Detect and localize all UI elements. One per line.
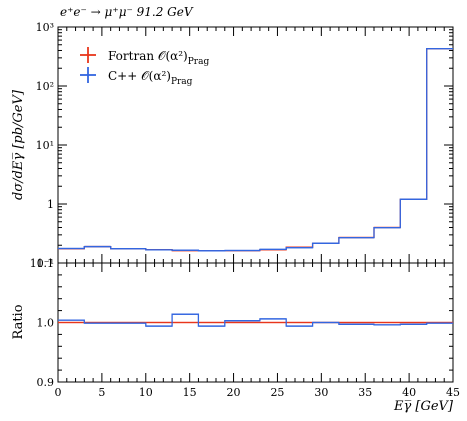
main-axis-ticks: 10⁻¹ 1 10¹ 10² 10³ xyxy=(30,21,454,270)
x-tick-label: 20 xyxy=(227,386,241,399)
main-y-tick-label: 10⁻¹ xyxy=(30,257,54,270)
x-tick-label: 15 xyxy=(183,386,197,399)
main-y-tick-label: 10² xyxy=(36,80,54,93)
legend-entry-cpp: C++ 𝒪(α²)Prag xyxy=(80,67,193,87)
legend-label-fortran: Fortran 𝒪(α²)Prag xyxy=(108,49,209,67)
main-y-tick-label: 1 xyxy=(47,198,54,211)
main-y-tick-label: 10³ xyxy=(36,21,54,34)
x-tick-label: 35 xyxy=(358,386,372,399)
legend-label-fortran-sub: Prag xyxy=(188,57,210,67)
x-tick-label: 10 xyxy=(139,386,153,399)
main-y-axis-label: dσ/dEγ̅ [pb/GeV] xyxy=(11,89,26,200)
ratio-axis-ticks: 0 5 10 15 20 25 30 35 40 45 0.9 1.0 1.1 xyxy=(37,257,461,399)
ratio-y-tick-label: 1.0 xyxy=(37,317,55,330)
main-series-group xyxy=(58,47,453,252)
x-tick-label: 40 xyxy=(402,386,416,399)
ratio-y-axis-label: Ratio xyxy=(11,304,26,339)
legend-label-cpp-sub: Prag xyxy=(171,77,193,87)
legend-entry-fortran: Fortran 𝒪(α²)Prag xyxy=(80,47,209,67)
legend-label-cpp: C++ 𝒪(α²)Prag xyxy=(108,69,193,87)
x-tick-label: 5 xyxy=(98,386,105,399)
main-cpp-series xyxy=(58,47,453,252)
ratio-y-tick-label: 0.9 xyxy=(37,376,55,389)
x-tick-label: 45 xyxy=(446,386,460,399)
chart-title: e⁺e⁻ → μ⁺μ⁻ 91.2 GeV xyxy=(60,5,194,19)
ratio-y-tick-label: 1.1 xyxy=(37,257,55,270)
x-axis-label: Eγ̅ [GeV] xyxy=(393,399,454,414)
legend: Fortran 𝒪(α²)Prag C++ 𝒪(α²)Prag xyxy=(80,47,209,87)
x-tick-label: 30 xyxy=(314,386,328,399)
main-y-tick-label: 10¹ xyxy=(36,139,54,152)
x-tick-label: 0 xyxy=(55,386,62,399)
ratio-cpp-series xyxy=(58,313,453,327)
x-tick-label: 25 xyxy=(270,386,284,399)
ratio-series-group xyxy=(58,313,453,327)
